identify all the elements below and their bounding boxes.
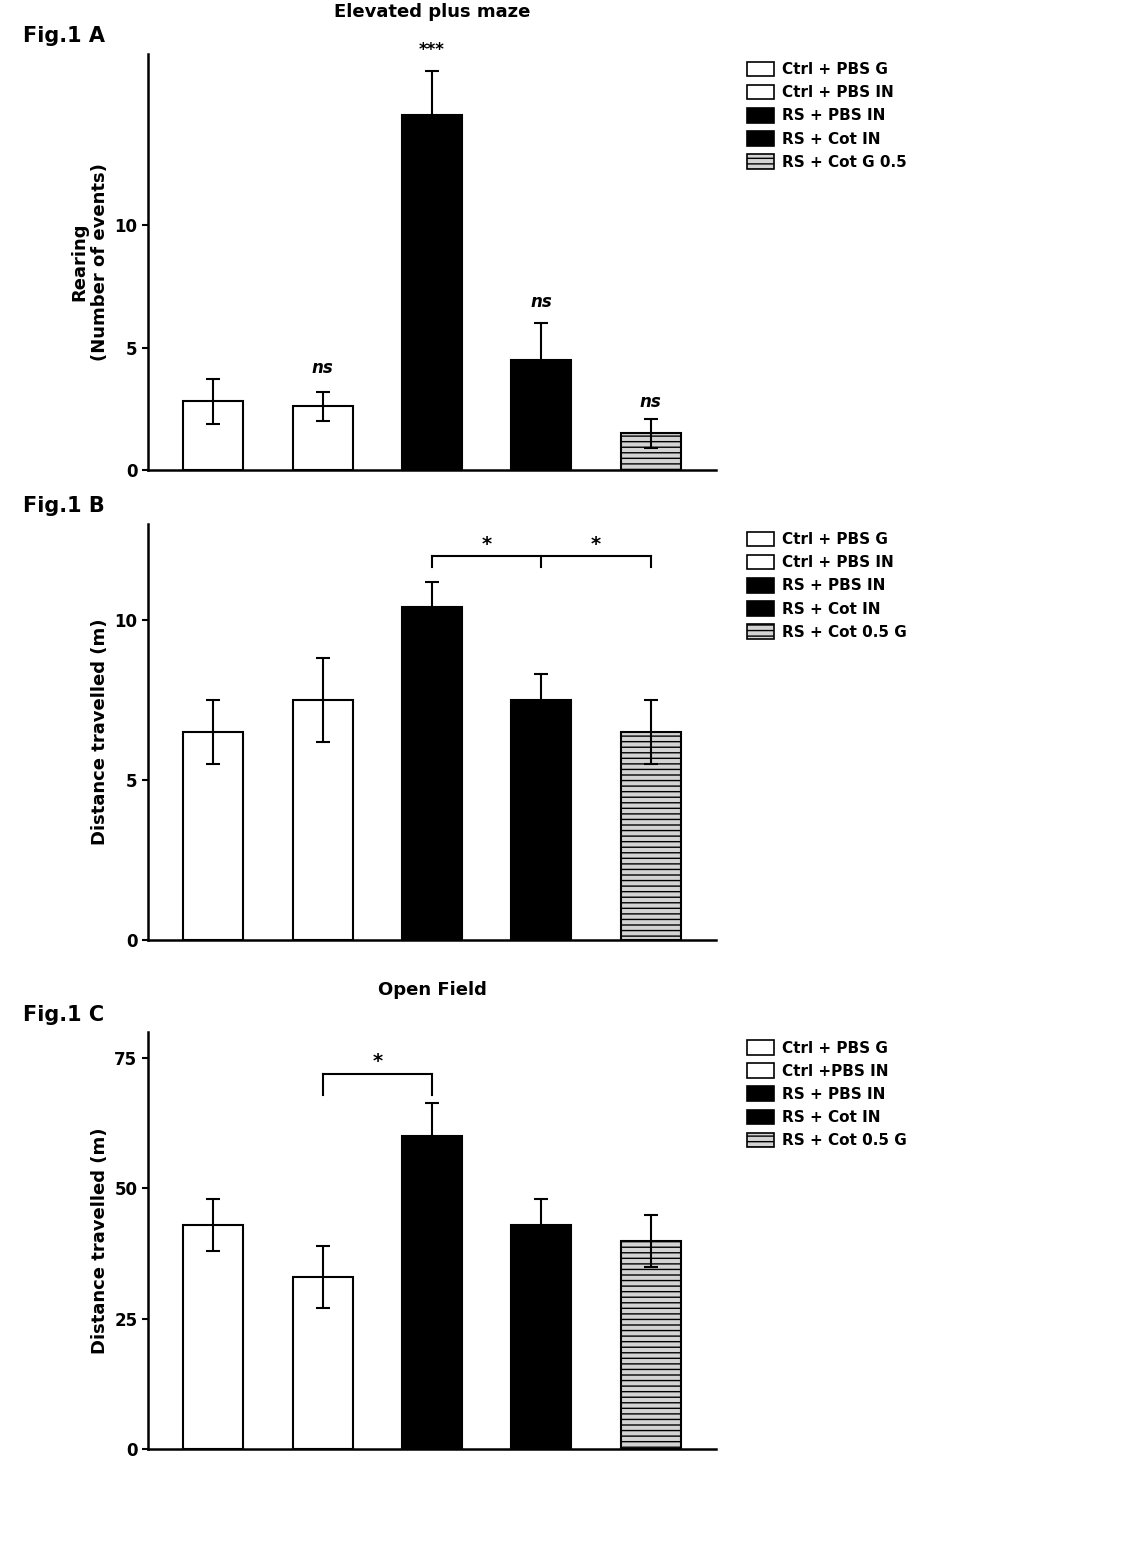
Legend: Ctrl + PBS G, Ctrl +PBS IN, RS + PBS IN, RS + Cot IN, RS + Cot 0.5 G: Ctrl + PBS G, Ctrl +PBS IN, RS + PBS IN,… (747, 1040, 906, 1148)
Bar (512, 361, 572, 470)
Bar (512, 1225, 572, 1449)
Text: Fig.1 B: Fig.1 B (23, 496, 105, 516)
Bar (183, 402, 243, 470)
Bar (402, 1137, 462, 1449)
Text: *: * (482, 535, 492, 555)
Bar (621, 732, 681, 940)
Bar (512, 700, 572, 940)
Bar (292, 700, 352, 940)
Text: Open Field: Open Field (377, 982, 487, 999)
Text: Elevated plus maze: Elevated plus maze (334, 3, 530, 20)
Y-axis label: Distance travelled (m): Distance travelled (m) (91, 619, 109, 844)
Bar (183, 1225, 243, 1449)
Legend: Ctrl + PBS G, Ctrl + PBS IN, RS + PBS IN, RS + Cot IN, RS + Cot 0.5 G: Ctrl + PBS G, Ctrl + PBS IN, RS + PBS IN… (747, 532, 906, 640)
Text: ***: *** (420, 40, 445, 59)
Y-axis label: Distance travelled (m): Distance travelled (m) (91, 1128, 109, 1353)
Text: Fig.1 C: Fig.1 C (23, 1005, 103, 1025)
Bar (183, 732, 243, 940)
Legend: Ctrl + PBS G, Ctrl + PBS IN, RS + PBS IN, RS + Cot IN, RS + Cot G 0.5: Ctrl + PBS G, Ctrl + PBS IN, RS + PBS IN… (747, 62, 906, 170)
Text: Fig.1 A: Fig.1 A (23, 26, 105, 46)
Text: *: * (591, 535, 601, 555)
Text: ns: ns (531, 293, 553, 311)
Bar (402, 116, 462, 470)
Bar (621, 433, 681, 470)
Bar (292, 407, 352, 470)
Bar (292, 1277, 352, 1449)
Text: ns: ns (312, 359, 333, 378)
Bar (621, 1241, 681, 1449)
Y-axis label: Rearing
(Number of events): Rearing (Number of events) (70, 163, 109, 361)
Text: ns: ns (640, 393, 662, 411)
Text: *: * (372, 1053, 382, 1071)
Bar (402, 607, 462, 940)
